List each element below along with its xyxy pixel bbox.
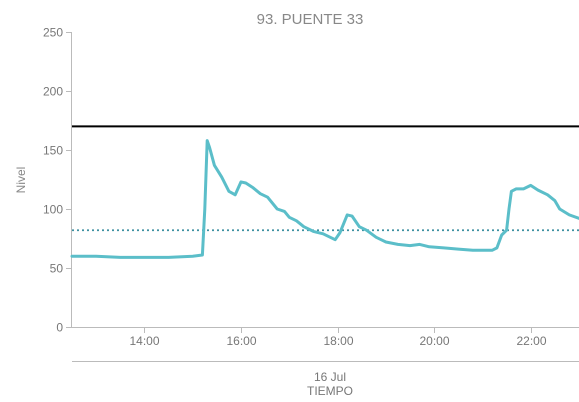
x-tick-label: 22:00 bbox=[516, 334, 546, 348]
x-tick-label: 14:00 bbox=[129, 334, 159, 348]
y-tick-label: 100 bbox=[43, 203, 63, 217]
y-axis: 0 50 100 150 200 250 bbox=[43, 26, 72, 335]
x-axis: 14:00 16:00 18:00 20:00 22:00 bbox=[72, 327, 579, 362]
reference-lines bbox=[72, 125, 579, 232]
x-date-label: 16 Jul bbox=[314, 370, 346, 384]
y-axis-label: Nivel bbox=[14, 167, 28, 194]
x-tick-label: 20:00 bbox=[419, 334, 449, 348]
chart-title: 93. PUENTE 33 bbox=[257, 11, 364, 28]
y-tick-label: 150 bbox=[43, 144, 63, 158]
x-tick-label: 18:00 bbox=[323, 334, 353, 348]
series-line bbox=[70, 139, 579, 259]
x-tick-label: 16:00 bbox=[226, 334, 256, 348]
y-tick-label: 200 bbox=[43, 85, 63, 99]
y-tick-label: 50 bbox=[50, 262, 64, 276]
x-axis-label: TIEMPO bbox=[307, 384, 353, 398]
y-tick-label: 250 bbox=[43, 26, 63, 40]
series-group bbox=[70, 139, 579, 259]
y-tick-label: 0 bbox=[56, 321, 63, 335]
